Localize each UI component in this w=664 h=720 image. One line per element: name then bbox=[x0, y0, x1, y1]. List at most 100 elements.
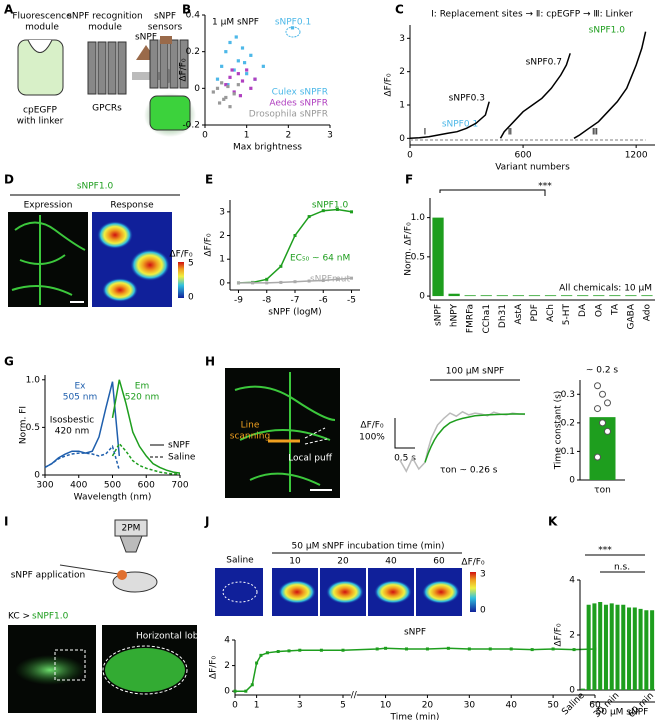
y-tick-label: 0.3 bbox=[561, 390, 575, 400]
label: sNPF1.0 bbox=[32, 612, 69, 622]
x-tick-label: -6 bbox=[319, 296, 328, 306]
annotation: *** bbox=[598, 546, 612, 556]
x-tick-label: PDF bbox=[530, 304, 540, 322]
bar bbox=[586, 604, 591, 690]
x-tick-label: -9 bbox=[234, 296, 243, 306]
marker bbox=[255, 661, 259, 665]
marker bbox=[265, 281, 269, 285]
marker bbox=[446, 646, 450, 650]
marker bbox=[244, 689, 248, 693]
y-tick-label: -0.2 bbox=[182, 121, 200, 131]
marker bbox=[307, 215, 311, 219]
x-tick-label: OA bbox=[594, 303, 604, 317]
point bbox=[234, 35, 238, 39]
panel-h-image: Line scanning Local puff bbox=[225, 368, 340, 498]
point bbox=[236, 72, 240, 76]
bar bbox=[544, 295, 557, 297]
line bbox=[235, 647, 596, 692]
panel-label: G bbox=[4, 355, 14, 369]
y-tick-label: 0.4 bbox=[186, 11, 201, 21]
bar bbox=[577, 295, 589, 297]
point bbox=[224, 83, 228, 87]
chart-title: 1 μM sNPF bbox=[212, 18, 259, 28]
annotation: sNPF0.3 bbox=[449, 94, 485, 104]
bar bbox=[512, 295, 525, 297]
line bbox=[238, 208, 352, 284]
legend-label: Culex sNPFR bbox=[272, 88, 328, 98]
x-tick-label: 3 bbox=[327, 131, 333, 141]
point bbox=[240, 46, 245, 50]
y-axis-label: ΔF/F₀ bbox=[204, 233, 214, 257]
bar bbox=[625, 295, 637, 297]
annotation: Ⅱ bbox=[508, 128, 512, 138]
panel-d: sNPF1.0 Expression Response ΔF/F₀ 5 0 bbox=[8, 182, 194, 307]
scale-bar bbox=[394, 418, 415, 449]
bar bbox=[627, 607, 632, 690]
annotation: 505 nm bbox=[63, 393, 98, 403]
annotation: 420 nm bbox=[55, 427, 90, 437]
colorbar bbox=[178, 262, 184, 298]
bar bbox=[480, 295, 492, 297]
marker bbox=[250, 683, 254, 687]
annotation: n.s. bbox=[614, 563, 630, 573]
bar bbox=[603, 604, 608, 690]
y-axis-label: ΔF/F₀ bbox=[554, 623, 564, 647]
annotation: ΔF/F₀ bbox=[360, 421, 384, 431]
panel-label: H bbox=[205, 355, 215, 369]
marker bbox=[350, 210, 354, 214]
time-label: 20 bbox=[337, 557, 349, 567]
annotation: 0.5 s bbox=[394, 454, 416, 464]
marker bbox=[530, 648, 534, 652]
title: sNPF1.0 bbox=[77, 182, 114, 192]
point bbox=[228, 75, 232, 79]
bar bbox=[560, 295, 573, 297]
label: Line bbox=[241, 421, 260, 431]
marker bbox=[265, 651, 269, 655]
y-axis-label: Norm. FI bbox=[19, 406, 29, 444]
point bbox=[604, 399, 611, 407]
label: Horizontal lobe bbox=[136, 632, 205, 642]
marker bbox=[335, 277, 339, 281]
y-axis-label: ΔF/F₀ bbox=[209, 656, 219, 680]
x-tick-label: FMRFa bbox=[466, 304, 476, 333]
panel-label: J bbox=[204, 515, 209, 529]
line bbox=[399, 410, 526, 473]
marker bbox=[425, 647, 429, 651]
x-tick-label: TA bbox=[610, 303, 620, 316]
y-tick-label: 2 bbox=[569, 631, 575, 641]
point bbox=[230, 68, 234, 72]
line bbox=[44, 444, 121, 471]
marker bbox=[384, 646, 388, 650]
marker bbox=[233, 689, 237, 693]
bar bbox=[644, 610, 649, 690]
y-tick-label: 1 bbox=[399, 101, 405, 111]
y-tick-label: 0.5 bbox=[26, 423, 40, 433]
bound-ligand bbox=[160, 36, 172, 44]
annotation: sNPF0.1 bbox=[442, 120, 478, 130]
gpcr bbox=[87, 41, 127, 95]
marker bbox=[236, 281, 240, 285]
point bbox=[245, 68, 249, 72]
y-tick-label: 0 bbox=[569, 476, 575, 486]
point bbox=[226, 84, 230, 89]
x-tick-label: 300 bbox=[36, 481, 53, 491]
chart-title: Ⅰ: Replacement sites → Ⅱ: cpEGFP → Ⅲ: Li… bbox=[431, 10, 633, 20]
panel-a: Fluorescence module sNPF recognition mod… bbox=[12, 12, 196, 137]
marker bbox=[509, 647, 513, 651]
time-label: 60 bbox=[433, 557, 445, 567]
y-axis-label: ΔF/F₀ bbox=[179, 58, 189, 82]
label: module bbox=[88, 23, 122, 33]
label: GPCRs bbox=[92, 104, 122, 114]
point bbox=[290, 26, 295, 30]
panel-label: D bbox=[4, 173, 14, 187]
bracket bbox=[585, 554, 645, 573]
y-tick-label: 2 bbox=[219, 231, 225, 241]
annotation: Em bbox=[135, 382, 149, 392]
x-tick-label: sNPF bbox=[434, 304, 444, 326]
bar bbox=[432, 217, 444, 297]
point bbox=[224, 95, 228, 100]
x-tick-label: DA bbox=[578, 303, 588, 317]
bar bbox=[496, 295, 508, 297]
panel-label: E bbox=[205, 173, 213, 187]
point bbox=[599, 390, 606, 398]
